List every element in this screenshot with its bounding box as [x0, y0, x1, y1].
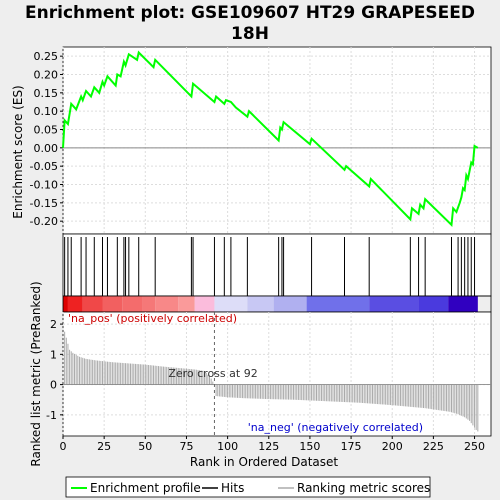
x-axis-label: Rank in Ordered Dataset [190, 455, 338, 469]
metric-panel: -1 0 1 2 [46, 311, 492, 437]
x-tick-label: 75 [179, 440, 193, 453]
heatmap-segment [369, 296, 419, 312]
heatmap-segment [306, 296, 370, 312]
es-y-tick-label: 0.25 [34, 50, 59, 63]
es-y-tick-label: -0.15 [30, 197, 58, 210]
heatmap-segment [273, 296, 307, 312]
heatmap-segment [214, 296, 248, 312]
heatmap-segment [142, 296, 156, 312]
hits-plot-area [62, 233, 492, 297]
es-panel: -0.20 -0.15 -0.10 -0.05 0.00 0.05 0.10 0.15 0.20… [30, 46, 492, 235]
x-tick-label: 200 [382, 440, 403, 453]
es-y-tick-label: 0.00 [34, 142, 59, 155]
heatmap-segment [194, 296, 215, 312]
heatmap-segment [102, 296, 123, 312]
metric-y-tick-label: 2 [50, 318, 57, 331]
heatmap-segment [67, 296, 83, 312]
hits-panel [62, 233, 492, 297]
es-y-tick-label: 0.10 [34, 105, 59, 118]
x-tick-label: 175 [341, 440, 362, 453]
heatmap-segment [122, 296, 143, 312]
enrichment-profile-line [62, 50, 479, 227]
legend-box [65, 476, 431, 498]
legend-label-hits: Hits [221, 481, 244, 495]
metric-y-tick-label: 1 [50, 348, 57, 361]
neg-correlated-label: 'na_neg' (negatively correlated) [248, 421, 423, 434]
es-y-tick-label: -0.10 [30, 179, 58, 192]
x-tick-label: 100 [217, 440, 238, 453]
rank-heatmap-bar [63, 296, 478, 312]
legend-label-metric: Ranking metric scores [297, 481, 430, 495]
es-y-tick-label: -0.05 [30, 160, 58, 173]
heatmap-segment [247, 296, 274, 312]
heatmap-segment [155, 296, 179, 312]
es-axis-label: Enrichment score (ES) [11, 85, 25, 218]
x-tick-label: 150 [299, 440, 320, 453]
heatmap-segment [418, 296, 449, 312]
x-tick-label: 250 [464, 440, 485, 453]
chart-title-line-2: 18H [231, 24, 269, 44]
metric-y-tick-label: 0 [50, 379, 57, 392]
es-y-tick-label: 0.05 [34, 124, 59, 137]
metric-y-tick-label: -1 [46, 409, 57, 422]
es-y-tick-label: 0.15 [34, 87, 59, 100]
heatmap-segment [63, 296, 68, 312]
metric-plot-area [62, 311, 492, 437]
x-tick-label: 0 [60, 440, 67, 453]
es-y-tick-label: 0.20 [34, 69, 59, 82]
legend: Enrichment profile Hits Ranking metric s… [65, 476, 431, 498]
es-plot-area [62, 46, 492, 235]
x-tick-label: 25 [97, 440, 111, 453]
legend-label-enrichment: Enrichment profile [90, 481, 201, 495]
heatmap-segment [178, 296, 195, 312]
metric-axis-label: Ranked list metric (PreRanked) [29, 281, 43, 466]
x-tick-label: 50 [138, 440, 152, 453]
chart-title-line-1: Enrichment plot: GSE109607 HT29 GRAPESEE… [25, 3, 475, 23]
x-tick-label: 125 [258, 440, 279, 453]
heatmap-segment [448, 296, 478, 312]
x-tick-label: 225 [423, 440, 444, 453]
zero-cross-label: Zero cross at 92 [168, 367, 257, 380]
heatmap-segment [82, 296, 103, 312]
es-y-tick-label: -0.20 [30, 215, 58, 228]
pos-correlated-label: 'na_pos' (positively correlated) [68, 312, 237, 325]
